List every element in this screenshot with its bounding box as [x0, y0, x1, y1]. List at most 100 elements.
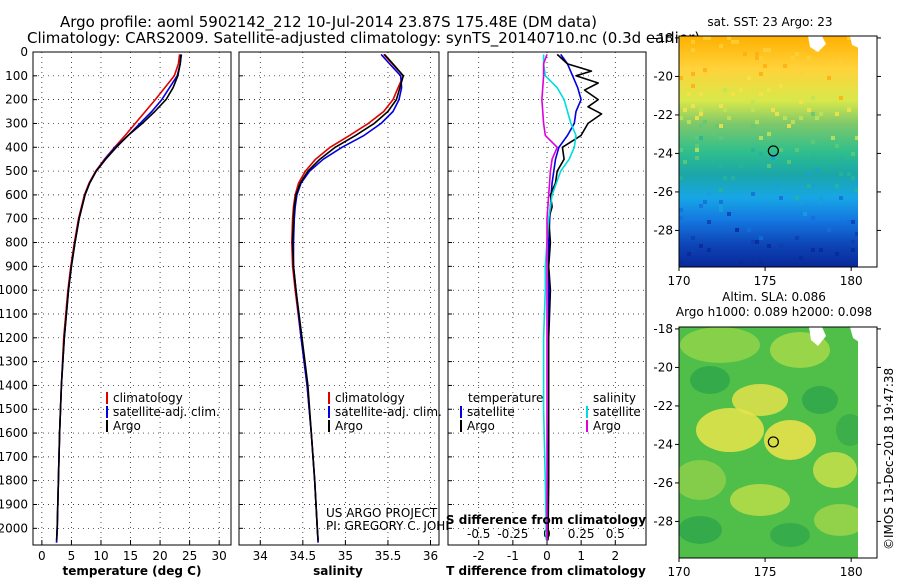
sst-pixel — [707, 192, 711, 196]
salinity-xlabel: salinity — [313, 564, 363, 578]
sst-pixel — [683, 160, 687, 164]
sla-anomaly-patch — [696, 408, 764, 452]
sst-pixel — [707, 248, 711, 252]
s-difference-xlabel: S difference from climatology — [446, 513, 646, 527]
sst-pixel — [811, 140, 815, 144]
map-lon-tick-label: 180 — [840, 274, 863, 288]
depth-tick-label: 200 — [5, 93, 28, 107]
sla-anomaly-patch — [814, 504, 859, 536]
sst-pixel — [699, 112, 703, 116]
sst-pixel — [783, 116, 787, 120]
sst-pixel — [839, 156, 843, 160]
sst-pixel — [807, 184, 811, 188]
x-tick-label: 34 — [253, 549, 268, 563]
sst-pixel — [759, 152, 763, 156]
s-difference-tick-label: -0.25 — [497, 527, 528, 541]
temperature-lines — [55, 54, 183, 543]
sst-pixel — [699, 92, 703, 96]
sst-pixel — [763, 48, 767, 52]
sst-pixel — [799, 200, 803, 204]
sla-anomaly-patch — [836, 414, 859, 446]
map-lat-tick-label: -28 — [653, 223, 673, 237]
salinity-panel: 34 34.5 35 35.5 36 salinity climatology sate… — [238, 51, 480, 578]
sst-map-title: sat. SST: 23 Argo: 23 — [707, 15, 832, 29]
sst-pixel — [847, 36, 851, 40]
salinity-tick-labels: 34 34.5 35 35.5 36 — [253, 549, 438, 563]
sst-pixel — [851, 240, 855, 244]
series-line-t-argo — [547, 53, 603, 541]
sst-pixel — [719, 208, 723, 212]
sla-map-panel: Altim. SLA: 0.086 Argo h1000: 0.089 h200… — [653, 290, 881, 579]
sst-land-mask — [808, 36, 826, 52]
sst-pixel — [723, 176, 727, 180]
sst-pixel — [703, 120, 707, 124]
legend-label-argo: Argo — [113, 419, 141, 433]
difference-legend: temperature satellite Argo salinity sate… — [460, 391, 641, 433]
depth-tick-label: 1500 — [0, 402, 28, 416]
sst-pixel — [847, 104, 851, 108]
sst-pixel — [723, 128, 727, 132]
map-lat-tick-label: -28 — [653, 514, 673, 528]
sla-map-tick-labels: -18 -20 -22 -24 -26 -28 170 175 180 — [653, 322, 881, 579]
map-lat-tick-label: -24 — [653, 146, 673, 160]
sst-pixel — [759, 56, 763, 60]
sst-pixel — [851, 220, 855, 224]
sst-pixel — [787, 160, 791, 164]
sst-pixel — [695, 136, 699, 140]
sst-pixel — [699, 244, 703, 248]
project-label: US ARGO PROJECT — [326, 506, 438, 520]
x-tick-label: -1 — [507, 549, 519, 563]
map-lon-tick-label: 170 — [668, 565, 691, 579]
sst-pixel — [779, 148, 783, 152]
sst-pixel — [819, 248, 823, 252]
temperature-tick-labels: 0 5 10 15 20 25 30 — [38, 549, 227, 563]
sst-pixel — [795, 64, 799, 68]
depth-tick-label: 1000 — [0, 283, 28, 297]
sla-edge-mask — [858, 327, 859, 558]
sst-pixel — [719, 164, 723, 168]
sst-pixel — [687, 252, 691, 256]
sst-pixel — [811, 248, 815, 252]
sst-pixel — [703, 36, 707, 40]
sst-pixel — [767, 164, 771, 168]
sst-pixel — [727, 36, 731, 40]
sst-pixel — [683, 108, 687, 112]
sst-pixel — [703, 200, 707, 204]
legend-label-t-satellite: satellite — [467, 405, 515, 419]
legend-label-s-satellite: satellite — [593, 405, 641, 419]
difference-panel: -2 -1 0 1 2 -0.5 -0.25 0 0.25 0.5 T difference f… — [446, 51, 647, 578]
sst-pixel — [839, 172, 843, 176]
sla-anomaly-patch — [690, 366, 730, 394]
depth-tick-label: 0 — [20, 45, 28, 59]
sst-pixel — [795, 148, 799, 152]
depth-tick-label: 500 — [5, 164, 28, 178]
sst-pixel — [755, 56, 759, 60]
series-line-argo — [291, 53, 405, 541]
sst-pixel — [811, 156, 815, 160]
sst-pixel — [767, 88, 771, 92]
sst-pixel — [759, 236, 763, 240]
sst-pixel — [759, 260, 763, 264]
sst-pixel — [699, 124, 703, 128]
map-lat-tick-label: -18 — [653, 31, 673, 45]
map-lon-tick-label: 175 — [754, 274, 777, 288]
depth-tick-label: 600 — [5, 188, 28, 202]
sst-pixel — [679, 148, 683, 152]
sst-pixel — [747, 76, 751, 80]
sst-pixel — [851, 248, 855, 252]
sst-pixel — [795, 52, 799, 56]
x-tick-label: -2 — [473, 549, 485, 563]
x-tick-label: 34.5 — [289, 549, 316, 563]
sst-pixel — [767, 132, 771, 136]
sst-pixel — [719, 104, 723, 108]
sst-pixel — [723, 64, 727, 68]
map-lon-tick-label: 180 — [840, 565, 863, 579]
map-lat-tick-label: -26 — [653, 476, 673, 490]
legend-title-temperature: temperature — [468, 391, 543, 405]
salinity-axes-frame — [238, 51, 440, 546]
sst-pixel — [855, 136, 859, 140]
sst-pixel — [767, 48, 771, 52]
sst-pixel — [771, 108, 775, 112]
sla-map-title-line-2: Argo h1000: 0.089 h2000: 0.098 — [676, 305, 872, 319]
sst-pixel — [679, 176, 683, 180]
